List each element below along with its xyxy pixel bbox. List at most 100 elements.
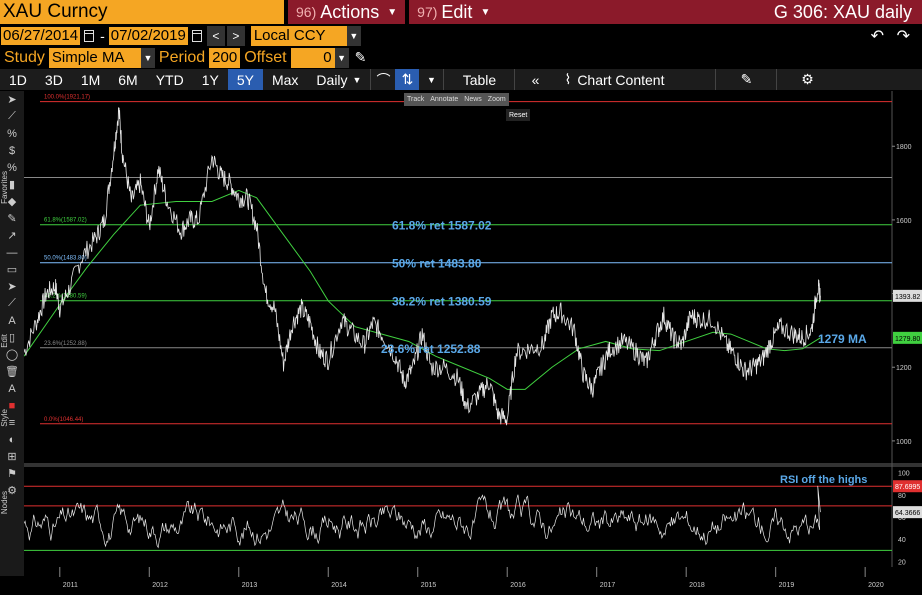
- redo-icon[interactable]: ↷: [896, 28, 910, 45]
- color-icon[interactable]: ■: [8, 399, 16, 412]
- end-date-value: 07/02/2019: [110, 27, 186, 44]
- chart-area[interactable]: 2011 2012 2013 2014 2015 2016 2017 2018 2019 2020…: [0, 91, 922, 590]
- y-tick-label: 1800: [896, 144, 912, 151]
- fill-icon[interactable]: ◐: [8, 433, 16, 446]
- bar-chart-icon[interactable]: ⇅: [395, 69, 420, 90]
- pencil-icon[interactable]: ✎: [354, 49, 367, 65]
- period-5y-button[interactable]: 5Y: [227, 69, 263, 90]
- text-icon[interactable]: A: [8, 314, 16, 327]
- rsi-tick-label: 100: [898, 471, 910, 478]
- chart-svg[interactable]: 2011 2012 2013 2014 2015 2016 2017 2018 2019 2020…: [0, 91, 922, 590]
- period-input[interactable]: 200: [209, 47, 241, 68]
- gear-icon[interactable]: ⚙: [801, 71, 814, 87]
- node-icon[interactable]: ⊞: [7, 451, 17, 463]
- ma-value-label: 1279.80: [895, 336, 920, 343]
- period-value: 200: [212, 49, 238, 66]
- line-chart-icon[interactable]: ⌒: [376, 71, 391, 88]
- actions-number: 96): [296, 4, 317, 20]
- x-tick-label: 2017: [600, 582, 616, 589]
- price-series-line: [23, 107, 821, 426]
- calendar-icon[interactable]: [191, 29, 202, 42]
- period-1y-button[interactable]: 1Y: [201, 71, 219, 88]
- actions-label: Actions: [320, 1, 380, 22]
- trend-line-icon[interactable]: ⟋: [8, 110, 16, 122]
- chart-icon: ⌇: [564, 71, 572, 87]
- actions-menu[interactable]: 96) Actions ▼: [288, 0, 406, 24]
- style-label: Style: [0, 409, 9, 427]
- study-select[interactable]: Simple MA: [48, 47, 141, 68]
- period-ytd-button[interactable]: YTD: [155, 71, 184, 88]
- news-button[interactable]: News: [464, 96, 482, 103]
- period-1d-button[interactable]: 1D: [9, 71, 27, 88]
- rsi-tick-label: 40: [898, 537, 906, 544]
- end-date-field[interactable]: 07/02/2019: [107, 25, 189, 46]
- bars-icon[interactable]: ▮: [8, 179, 16, 191]
- offset-input[interactable]: 0: [290, 47, 335, 68]
- period-max-button[interactable]: Max: [271, 71, 299, 88]
- x-tick-label: 2011: [63, 582, 78, 589]
- box-icon[interactable]: ▭: [6, 264, 18, 276]
- zoom-button[interactable]: Zoom: [487, 96, 506, 103]
- period-1m-button[interactable]: 1M: [80, 71, 101, 88]
- flag-icon[interactable]: ⚑: [7, 468, 17, 480]
- next-period-button[interactable]: >: [226, 25, 245, 46]
- chart-content-button[interactable]: ⌇ Chart Content: [555, 69, 715, 90]
- ellipse-icon[interactable]: ◯: [5, 349, 19, 361]
- edit-menu[interactable]: 97) Edit ▼: [409, 0, 515, 24]
- x-tick-label: 2019: [779, 582, 795, 589]
- font-icon[interactable]: A: [8, 382, 16, 395]
- dollar-icon[interactable]: $: [8, 144, 16, 157]
- prev-period-button[interactable]: <: [206, 25, 225, 46]
- reset-button[interactable]: Reset: [506, 109, 531, 121]
- chart-annotation: 61.8% ret 1587.02: [392, 219, 492, 233]
- chevron-down-icon[interactable]: ▼: [140, 47, 155, 68]
- offset-label: Offset: [244, 48, 287, 66]
- arrow-icon[interactable]: ↗: [7, 230, 17, 242]
- cursor-icon[interactable]: ➤: [7, 94, 17, 106]
- annotate-button[interactable]: Annotate: [430, 96, 459, 103]
- currency-select[interactable]: Local CCY: [250, 25, 347, 46]
- chart-toolbar: 1D 3D 1M 6M YTD 1Y 5Y Max Daily ▼ ⌒ ⇅ ▼ T…: [0, 69, 922, 90]
- collapse-icon[interactable]: «: [531, 71, 540, 88]
- rsi-value-box: [893, 506, 922, 519]
- panel-divider: [24, 463, 922, 467]
- minus-icon[interactable]: —: [6, 246, 18, 259]
- x-tick-label: 2012: [152, 582, 168, 589]
- shape-icon[interactable]: ◆: [7, 196, 17, 208]
- period-3d-button[interactable]: 3D: [44, 71, 63, 88]
- calendar-icon[interactable]: [84, 29, 95, 42]
- rect-icon[interactable]: ▯: [8, 332, 16, 344]
- select-icon[interactable]: ➤: [7, 281, 17, 293]
- start-date-field[interactable]: 06/27/2014: [0, 25, 82, 46]
- nodes-label: Nodes: [0, 491, 9, 515]
- left-tool-strip: ➤ ⟋ % $ % ▮ ◆ ✎ ↗ — ▭ ➤ ⟋ A ▯ ◯ 🗑 A ■ ≡ …: [0, 91, 24, 576]
- currency-value: Local CCY: [253, 27, 326, 44]
- rsi-tick-label: 80: [898, 493, 906, 500]
- y-tick-label: 1200: [896, 365, 912, 372]
- fib-level-label: 50.0%(1483.80): [44, 256, 87, 262]
- fib-icon[interactable]: %: [7, 127, 17, 140]
- line-icon[interactable]: ⟋: [8, 297, 16, 309]
- x-tick-label: 2014: [331, 582, 347, 589]
- settings-icon[interactable]: ⚙: [7, 485, 17, 497]
- pen-icon[interactable]: ✎: [7, 213, 17, 225]
- layers-icon[interactable]: ≡: [8, 416, 16, 429]
- trash-icon[interactable]: 🗑: [5, 366, 19, 378]
- period-6m-button[interactable]: 6M: [118, 71, 138, 88]
- ticker-field[interactable]: XAU Curncy: [0, 0, 284, 24]
- undo-icon[interactable]: ↶: [870, 28, 884, 45]
- chevron-down-icon[interactable]: ▼: [334, 47, 349, 68]
- frequency-select[interactable]: Daily ▼: [307, 69, 370, 90]
- chevron-down-icon: ▼: [352, 74, 362, 85]
- edit-chart-icon[interactable]: ✎: [740, 71, 753, 87]
- chart-annotation: 23.6% ret 1252.88: [381, 342, 481, 356]
- percent-icon[interactable]: %: [7, 161, 17, 174]
- table-button[interactable]: Table: [462, 71, 497, 88]
- chevron-down-icon[interactable]: ▼: [427, 74, 436, 85]
- x-tick-label: 2018: [689, 582, 705, 589]
- page-title: G 306: XAU daily: [512, 0, 922, 24]
- floating-toolbar: Track Annotate News Zoom: [404, 93, 509, 106]
- track-button[interactable]: Track: [407, 96, 425, 103]
- chevron-down-icon[interactable]: ▼: [346, 25, 361, 46]
- x-tick-label: 2020: [868, 582, 884, 589]
